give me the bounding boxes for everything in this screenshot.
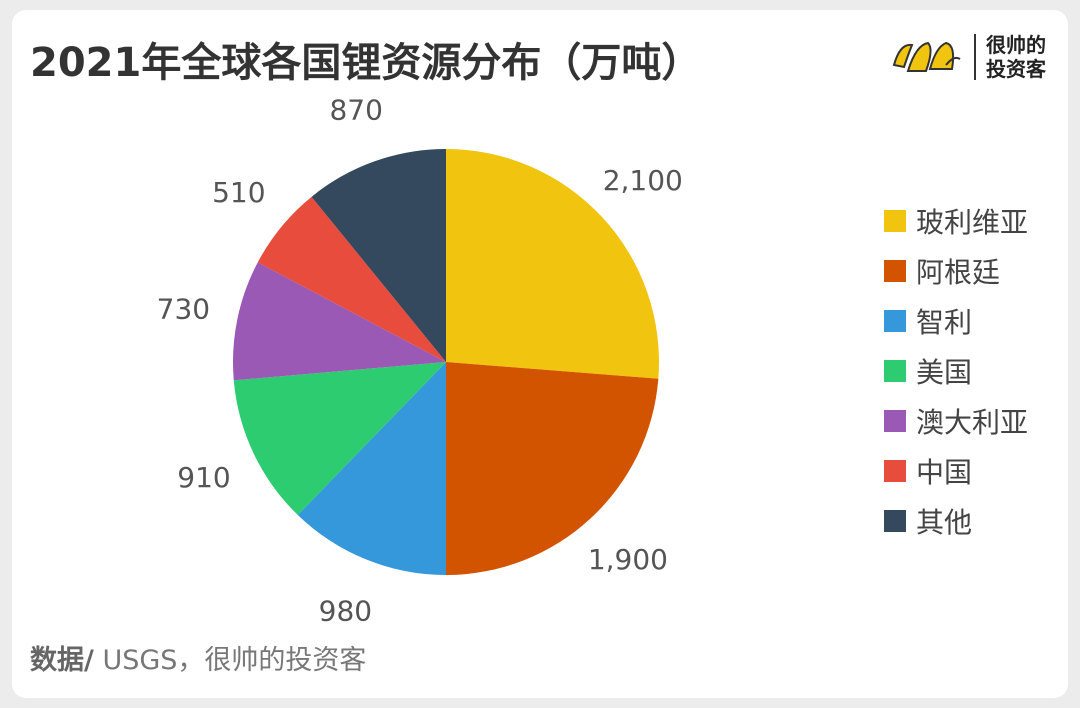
slice-value-label-4: 730 [157, 293, 210, 326]
slice-value-label-1: 1,900 [588, 543, 668, 576]
legend-label-5: 中国 [916, 456, 973, 489]
legend-label-0: 玻利维亚 [916, 206, 1029, 239]
legend-item-3: 美国 [884, 346, 1028, 396]
page-title: 2021年全球各国锂资源分布（万吨） [30, 40, 702, 86]
source-note: 数据/ USGS，很帅的投资客 [30, 638, 366, 677]
legend-swatch-0 [884, 210, 906, 232]
legend-label-6: 其他 [916, 506, 973, 539]
pie-slice-0 [446, 149, 659, 379]
brand-logo-icon [892, 41, 961, 72]
pie-slice-3 [233, 362, 446, 515]
legend-item-5: 中国 [884, 446, 1028, 496]
legend-item-6: 其他 [884, 496, 1028, 546]
legend-label-1: 阿根廷 [916, 256, 1001, 289]
source-text: USGS，很帅的投资客 [93, 645, 367, 676]
legend-label-3: 美国 [916, 356, 973, 389]
slice-value-label-2: 980 [319, 594, 372, 627]
legend: 玻利维亚阿根廷智利美国澳大利亚中国其他 [884, 196, 1028, 546]
legend-label-4: 澳大利亚 [916, 406, 1029, 439]
legend-label-2: 智利 [916, 306, 973, 339]
pie-slice-4 [232, 262, 446, 381]
brand-name-line2: 投资客 [986, 57, 1046, 81]
legend-swatch-6 [884, 510, 906, 532]
legend-swatch-5 [884, 460, 906, 482]
source-label: 数据/ [30, 645, 94, 676]
brand-divider [974, 34, 976, 80]
brand-name: 很帅的 投资客 [986, 33, 1046, 81]
legend-swatch-3 [884, 360, 906, 382]
legend-swatch-4 [884, 410, 906, 432]
legend-item-4: 澳大利亚 [884, 396, 1028, 446]
legend-item-1: 阿根廷 [884, 246, 1028, 296]
legend-item-2: 智利 [884, 296, 1028, 346]
slice-value-label-0: 2,100 [603, 164, 683, 197]
pie-slice-2 [297, 362, 446, 575]
legend-item-0: 玻利维亚 [884, 196, 1028, 246]
brand-name-line1: 很帅的 [986, 33, 1046, 57]
legend-swatch-2 [884, 310, 906, 332]
slice-value-label-5: 510 [212, 176, 265, 209]
pie-slice-6 [311, 149, 446, 362]
pie-slice-1 [446, 362, 659, 575]
slice-value-label-3: 910 [177, 461, 230, 494]
brand: 很帅的 投资客 [886, 30, 1046, 84]
slice-value-label-6: 870 [329, 94, 382, 127]
legend-swatch-1 [884, 260, 906, 282]
chart-card: 2021年全球各国锂资源分布（万吨） 很帅的 投资客 玻利维亚阿根廷智利美国澳大… [12, 10, 1068, 698]
pie-slice-5 [257, 196, 446, 362]
